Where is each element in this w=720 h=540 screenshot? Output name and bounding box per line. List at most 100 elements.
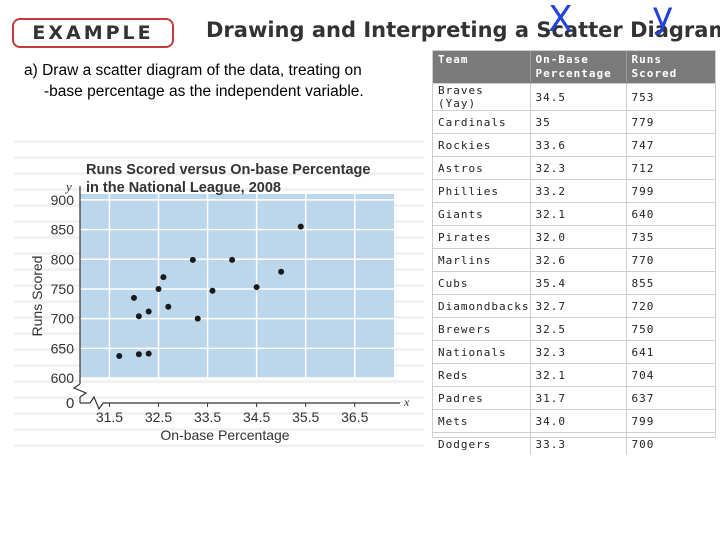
cell-runs: 700 bbox=[625, 432, 715, 455]
scatter-chart: 31.5 32.5 33.5 34.5 35.5 36.5 600 650 700 750 800 8… bbox=[29, 162, 410, 443]
cell-obp: 32.7 bbox=[529, 294, 626, 318]
cell-runs: 641 bbox=[625, 340, 715, 364]
cell-obp: 32.3 bbox=[529, 156, 626, 180]
y-tick-label: 750 bbox=[51, 281, 75, 297]
cell-team: Reds bbox=[433, 363, 530, 387]
table-row: Mets 34.0 799 bbox=[433, 409, 715, 433]
data-point bbox=[209, 287, 216, 294]
cell-obp: 34.0 bbox=[529, 409, 626, 433]
cell-obp: 32.6 bbox=[529, 248, 626, 272]
prompt-line-2: -base percentage as the independent vari… bbox=[44, 83, 364, 100]
data-point bbox=[130, 294, 137, 301]
data-point bbox=[229, 256, 236, 263]
cell-team: Braves (Yay) bbox=[433, 83, 530, 111]
data-table: Team On-Base Percentage Runs Scored Brav… bbox=[432, 50, 716, 455]
x-tick-label: 32.5 bbox=[145, 409, 172, 425]
cell-team: Phillies bbox=[433, 179, 530, 203]
y-tick-label: 850 bbox=[51, 222, 75, 238]
table-row: Giants 32.1 640 bbox=[433, 202, 715, 226]
cell-runs: 779 bbox=[625, 110, 715, 134]
cell-obp: 32.1 bbox=[529, 202, 626, 226]
data-point bbox=[165, 303, 172, 310]
table-row: Brewers 32.5 750 bbox=[433, 317, 715, 341]
data-point bbox=[155, 285, 162, 292]
data-point bbox=[145, 350, 152, 357]
table-row: Rockies 33.6 747 bbox=[433, 133, 715, 157]
data-point bbox=[297, 223, 304, 230]
table-row: Pirates 32.0 735 bbox=[433, 225, 715, 249]
cell-team: Nationals bbox=[433, 340, 530, 364]
cell-runs: 799 bbox=[625, 179, 715, 203]
y-tick-label: 600 bbox=[51, 370, 75, 386]
data-point bbox=[278, 268, 285, 275]
cell-team: Cardinals bbox=[433, 110, 530, 134]
cell-runs: 799 bbox=[625, 409, 715, 433]
table-row: Nationals 32.3 641 bbox=[433, 340, 715, 364]
plot-area bbox=[80, 194, 394, 378]
cell-team: Cubs bbox=[433, 271, 530, 295]
y-axis-title: Runs Scored bbox=[29, 256, 45, 337]
origin-label: 0 bbox=[66, 395, 74, 412]
data-point bbox=[145, 308, 152, 315]
cell-obp: 34.5 bbox=[529, 83, 626, 111]
chart-title-line: Runs Scored versus On-base Percentage bbox=[86, 162, 370, 178]
example-label: EXAMPLE bbox=[12, 18, 174, 48]
table-row: Cardinals 35 779 bbox=[433, 110, 715, 134]
data-point bbox=[135, 351, 142, 358]
col-header-runs: Runs Scored bbox=[625, 51, 715, 84]
cell-obp: 32.0 bbox=[529, 225, 626, 249]
cell-team: Dodgers bbox=[433, 432, 530, 455]
cell-team: Padres bbox=[433, 386, 530, 410]
table-row: Reds 32.1 704 bbox=[433, 363, 715, 387]
table-row: Marlins 32.6 770 bbox=[433, 248, 715, 272]
table-row: Dodgers 33.3 700 bbox=[433, 432, 715, 455]
table-row: Braves (Yay) 34.5 753 bbox=[433, 83, 715, 111]
y-tick-label: 900 bbox=[51, 192, 75, 208]
x-tick-label: 36.5 bbox=[341, 409, 368, 425]
question-prompt: a) Draw a scatter diagram of the data, t… bbox=[24, 60, 434, 102]
cell-runs: 637 bbox=[625, 386, 715, 410]
y-axis-break bbox=[72, 383, 88, 398]
y-tick-label: 700 bbox=[51, 311, 75, 327]
x-axis-break bbox=[89, 395, 104, 411]
cell-runs: 720 bbox=[625, 294, 715, 318]
y-axis-letter: y bbox=[64, 179, 72, 194]
cell-runs: 747 bbox=[625, 133, 715, 157]
cell-obp: 33.6 bbox=[529, 133, 626, 157]
table-row: Diamondbacks 32.7 720 bbox=[433, 294, 715, 318]
table-row: Padres 31.7 637 bbox=[433, 386, 715, 410]
data-point bbox=[135, 313, 142, 320]
y-handwritten-annotation: y bbox=[652, 0, 674, 36]
y-tick-label: 650 bbox=[51, 340, 75, 356]
cell-runs: 712 bbox=[625, 156, 715, 180]
col-header-obp: On-Base Percentage bbox=[529, 51, 626, 84]
cell-team: Marlins bbox=[433, 248, 530, 272]
cell-runs: 640 bbox=[625, 202, 715, 226]
cell-runs: 735 bbox=[625, 225, 715, 249]
table-row: Cubs 35.4 855 bbox=[433, 271, 715, 295]
x-tick-label: 35.5 bbox=[292, 409, 319, 425]
cell-team: Giants bbox=[433, 202, 530, 226]
cell-obp: 32.5 bbox=[529, 317, 626, 341]
prompt-line-1: a) Draw a scatter diagram of the data, t… bbox=[24, 62, 362, 79]
cell-obp: 35 bbox=[529, 110, 626, 134]
x-axis-letter: x bbox=[403, 395, 410, 409]
cell-runs: 753 bbox=[625, 83, 715, 111]
col-header-team: Team bbox=[433, 51, 530, 84]
cell-team: Pirates bbox=[433, 225, 530, 249]
table-header-row: Team On-Base Percentage Runs Scored bbox=[433, 51, 715, 84]
data-point bbox=[189, 256, 196, 263]
cell-runs: 704 bbox=[625, 363, 715, 387]
data-point bbox=[116, 353, 123, 360]
data-point bbox=[160, 274, 167, 281]
cell-runs: 770 bbox=[625, 248, 715, 272]
x-tick-label: 34.5 bbox=[243, 409, 270, 425]
chart-title-line: in the National League, 2008 bbox=[86, 180, 281, 196]
cell-team: Astros bbox=[433, 156, 530, 180]
cell-team: Diamondbacks bbox=[433, 294, 530, 318]
cell-runs: 750 bbox=[625, 317, 715, 341]
page-title: Drawing and Interpreting a Scatter Diagr… bbox=[206, 18, 720, 42]
x-handwritten-annotation: X bbox=[548, 0, 573, 40]
table-row: Astros 32.3 712 bbox=[433, 156, 715, 180]
cell-runs: 855 bbox=[625, 271, 715, 295]
